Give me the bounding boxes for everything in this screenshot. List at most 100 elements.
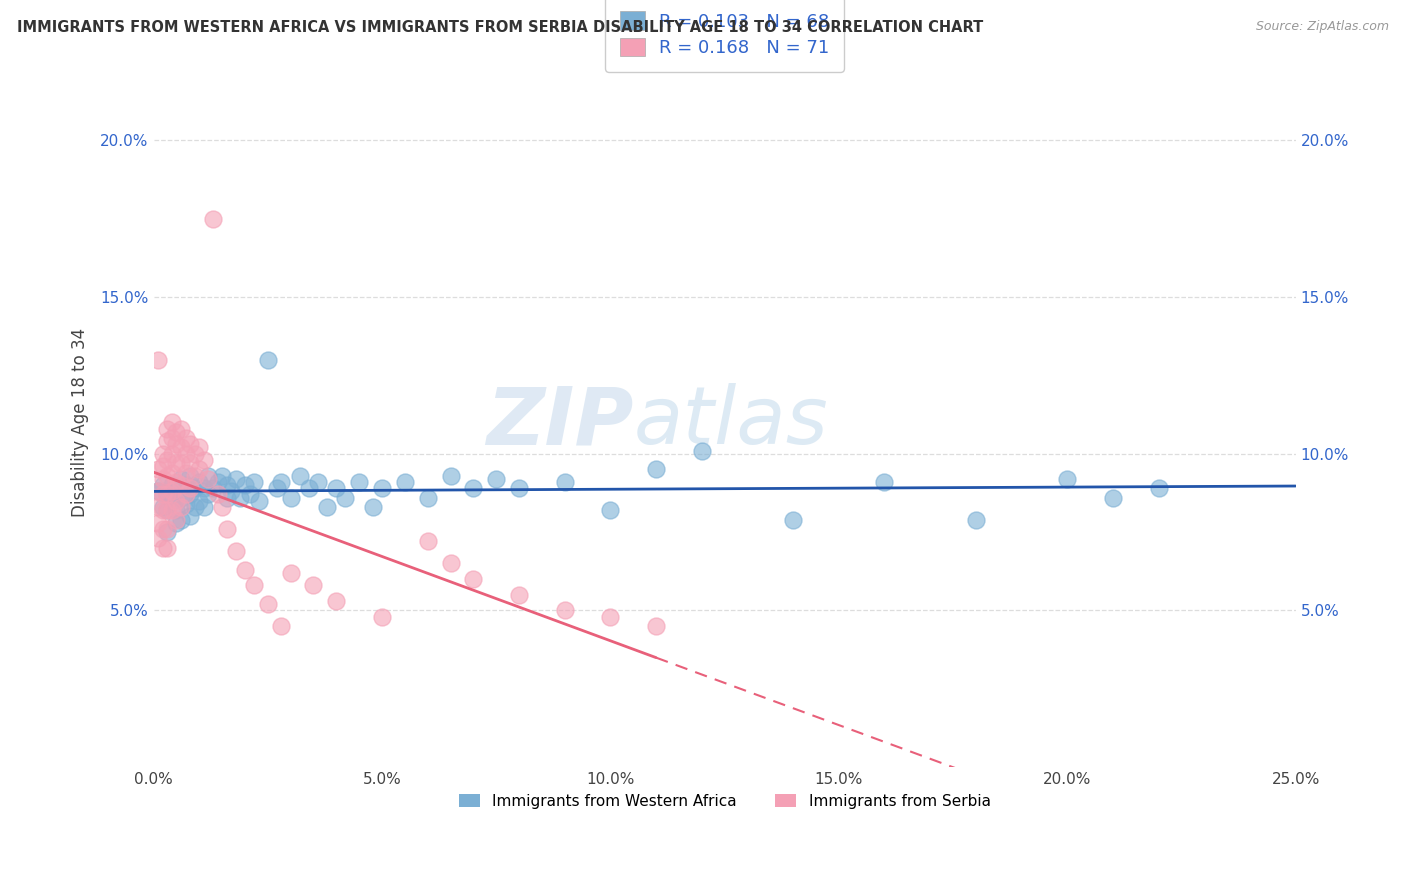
Point — [152, 478, 174, 492]
Point — [188, 475, 211, 489]
Point — [215, 478, 238, 492]
Text: atlas: atlas — [633, 384, 828, 461]
Point — [156, 503, 179, 517]
Point — [270, 475, 292, 489]
Point — [165, 512, 187, 526]
Point — [183, 500, 205, 514]
Point — [156, 541, 179, 555]
Point — [146, 352, 169, 367]
Point — [179, 468, 201, 483]
Point — [152, 447, 174, 461]
Point — [170, 472, 193, 486]
Point — [156, 522, 179, 536]
Point — [197, 468, 219, 483]
Point — [179, 456, 201, 470]
Point — [347, 475, 370, 489]
Point — [174, 478, 197, 492]
Point — [146, 462, 169, 476]
Point — [645, 462, 668, 476]
Text: Source: ZipAtlas.com: Source: ZipAtlas.com — [1256, 20, 1389, 33]
Point — [361, 500, 384, 514]
Point — [156, 468, 179, 483]
Point — [416, 534, 439, 549]
Point — [146, 516, 169, 530]
Point — [156, 453, 179, 467]
Point — [170, 441, 193, 455]
Point — [211, 500, 233, 514]
Point — [174, 447, 197, 461]
Point — [371, 609, 394, 624]
Point — [165, 516, 187, 530]
Point — [307, 475, 329, 489]
Point — [599, 503, 621, 517]
Point — [170, 500, 193, 514]
Point — [193, 481, 215, 495]
Point — [266, 481, 288, 495]
Point — [207, 475, 229, 489]
Point — [280, 491, 302, 505]
Point — [782, 512, 804, 526]
Point — [156, 422, 179, 436]
Point — [174, 431, 197, 445]
Point — [243, 578, 266, 592]
Point — [233, 563, 256, 577]
Point — [183, 447, 205, 461]
Point — [152, 522, 174, 536]
Point — [179, 481, 201, 495]
Point — [165, 425, 187, 439]
Point — [179, 437, 201, 451]
Point — [270, 619, 292, 633]
Point — [207, 487, 229, 501]
Point — [243, 475, 266, 489]
Point — [156, 487, 179, 501]
Point — [247, 493, 270, 508]
Point — [165, 456, 187, 470]
Point — [152, 541, 174, 555]
Point — [201, 481, 224, 495]
Point — [146, 484, 169, 499]
Point — [508, 481, 530, 495]
Point — [174, 487, 197, 501]
Legend: Immigrants from Western Africa, Immigrants from Serbia: Immigrants from Western Africa, Immigran… — [453, 788, 997, 814]
Point — [229, 491, 252, 505]
Point — [179, 487, 201, 501]
Point — [233, 478, 256, 492]
Point — [165, 475, 187, 489]
Point — [193, 500, 215, 514]
Point — [170, 422, 193, 436]
Point — [238, 487, 260, 501]
Point — [225, 544, 247, 558]
Point — [156, 487, 179, 501]
Point — [179, 509, 201, 524]
Point — [219, 484, 242, 499]
Point — [156, 434, 179, 449]
Text: ZIP: ZIP — [486, 384, 633, 461]
Point — [485, 472, 508, 486]
Point — [201, 211, 224, 226]
Point — [160, 484, 183, 499]
Point — [508, 588, 530, 602]
Point — [156, 503, 179, 517]
Point — [554, 603, 576, 617]
Point — [645, 619, 668, 633]
Point — [146, 532, 169, 546]
Point — [188, 493, 211, 508]
Point — [599, 609, 621, 624]
Point — [152, 472, 174, 486]
Point — [156, 525, 179, 540]
Point — [152, 503, 174, 517]
Point — [256, 597, 278, 611]
Point — [463, 481, 485, 495]
Point — [183, 468, 205, 483]
Point — [170, 478, 193, 492]
Point — [463, 572, 485, 586]
Point — [188, 462, 211, 476]
Point — [165, 493, 187, 508]
Point — [325, 481, 347, 495]
Point — [215, 491, 238, 505]
Point — [188, 441, 211, 455]
Text: IMMIGRANTS FROM WESTERN AFRICA VS IMMIGRANTS FROM SERBIA DISABILITY AGE 18 TO 34: IMMIGRANTS FROM WESTERN AFRICA VS IMMIGR… — [17, 20, 983, 35]
Point — [256, 352, 278, 367]
Point — [288, 468, 311, 483]
Point — [298, 481, 321, 495]
